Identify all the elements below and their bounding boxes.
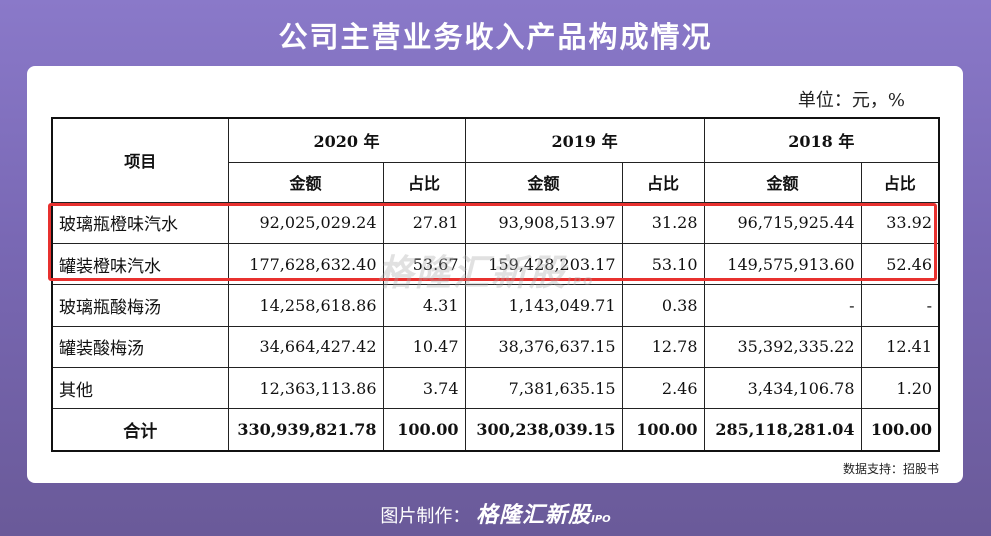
amount-cell: 330,939,821.78 — [227, 408, 384, 452]
header-row-years: 项目 2020 年 2019 年 2018 年 — [51, 117, 940, 203]
share-cell: 33.92 — [860, 201, 940, 244]
footer-brand-suffix: IPO — [591, 514, 611, 525]
footer-credit: 图片制作： 格隆汇新股IPO — [0, 497, 991, 529]
total-row: 合计 330,939,821.78 100.00 300,238,039.15 … — [51, 408, 940, 452]
table-row: 罐装酸梅汤 34,664,427.42 10.47 38,376,637.15 … — [51, 325, 940, 368]
share-cell: 53.67 — [382, 242, 466, 286]
share-cell: 52.46 — [860, 242, 940, 286]
table-row: 玻璃瓶酸梅汤 14,258,618.86 4.31 1,143,049.71 0… — [51, 284, 940, 327]
share-cell: 10.47 — [382, 325, 466, 368]
share-cell: 1.20 — [860, 366, 940, 410]
amount-cell: 35,392,335.22 — [703, 325, 862, 368]
share-header: 占比 — [860, 161, 940, 203]
amount-cell: 177,628,632.40 — [227, 242, 384, 286]
share-cell: 12.41 — [860, 325, 940, 368]
amount-cell: 300,238,039.15 — [464, 408, 623, 452]
amount-cell: 285,118,281.04 — [703, 408, 862, 452]
source-note: 数据支持：招股书 — [842, 462, 939, 476]
share-cell: 100.00 — [621, 408, 705, 452]
row-label: 罐装酸梅汤 — [51, 325, 229, 368]
amount-cell: 14,258,618.86 — [227, 284, 384, 327]
amount-header: 金额 — [703, 161, 862, 203]
header-row-subcols: 金额 占比 金额 占比 金额 占比 — [52, 161, 940, 203]
amount-cell: 12,363,113.86 — [227, 366, 384, 410]
amount-cell: 3,434,106.78 — [703, 366, 862, 410]
footer-brand-logo: 格隆汇新股 — [476, 503, 592, 528]
year-header-2020: 2020 年 — [227, 117, 466, 163]
total-label: 合计 — [51, 408, 229, 452]
amount-cell: 96,715,925.44 — [703, 201, 862, 244]
share-cell: 0.38 — [621, 284, 705, 327]
share-cell: 31.28 — [621, 201, 705, 244]
footer-prefix: 图片制作： — [380, 506, 471, 527]
unit-label: 单位：元，% — [797, 90, 905, 111]
amount-cell: - — [703, 284, 862, 327]
amount-cell: 159,428,203.17 — [464, 242, 623, 286]
row-label: 其他 — [51, 366, 229, 410]
year-header-2019: 2019 年 — [464, 117, 705, 163]
share-cell: 3.74 — [382, 366, 466, 410]
amount-cell: 38,376,637.15 — [464, 325, 623, 368]
page-title: 公司主营业务收入产品构成情况 — [278, 20, 713, 54]
row-label: 罐装橙味汽水 — [51, 242, 229, 286]
share-header: 占比 — [382, 161, 466, 203]
year-header-2018: 2018 年 — [703, 117, 940, 163]
amount-header: 金额 — [464, 161, 623, 203]
row-label: 玻璃瓶酸梅汤 — [51, 284, 229, 327]
amount-cell: 1,143,049.71 — [464, 284, 623, 327]
amount-cell: 7,381,635.15 — [464, 366, 623, 410]
share-cell: 27.81 — [382, 201, 466, 244]
amount-cell: 149,575,913.60 — [703, 242, 862, 286]
row-label: 玻璃瓶橙味汽水 — [51, 201, 229, 244]
item-header: 项目 — [51, 117, 229, 203]
table-row: 玻璃瓶橙味汽水 92,025,029.24 27.81 93,908,513.9… — [51, 201, 940, 244]
share-header: 占比 — [621, 161, 705, 203]
share-cell: 2.46 — [621, 366, 705, 410]
share-cell: 12.78 — [621, 325, 705, 368]
table-card: 单位：元，% 项目 2020 年 2019 年 2018 年 金额 占比 金额 … — [27, 66, 963, 483]
amount-cell: 93,908,513.97 — [464, 201, 623, 244]
share-cell: 4.31 — [382, 284, 466, 327]
table-row: 罐装橙味汽水 177,628,632.40 53.67 159,428,203.… — [51, 242, 940, 286]
amount-header: 金额 — [227, 161, 384, 203]
amount-cell: 34,664,427.42 — [227, 325, 384, 368]
revenue-table: 项目 2020 年 2019 年 2018 年 金额 占比 金额 占比 金额 占… — [51, 117, 941, 452]
share-cell: - — [860, 284, 940, 327]
table-row: 其他 12,363,113.86 3.74 7,381,635.15 2.46 … — [51, 366, 940, 410]
amount-cell: 92,025,029.24 — [227, 201, 384, 244]
share-cell: 100.00 — [382, 408, 466, 452]
share-cell: 53.10 — [621, 242, 705, 286]
share-cell: 100.00 — [860, 408, 940, 452]
